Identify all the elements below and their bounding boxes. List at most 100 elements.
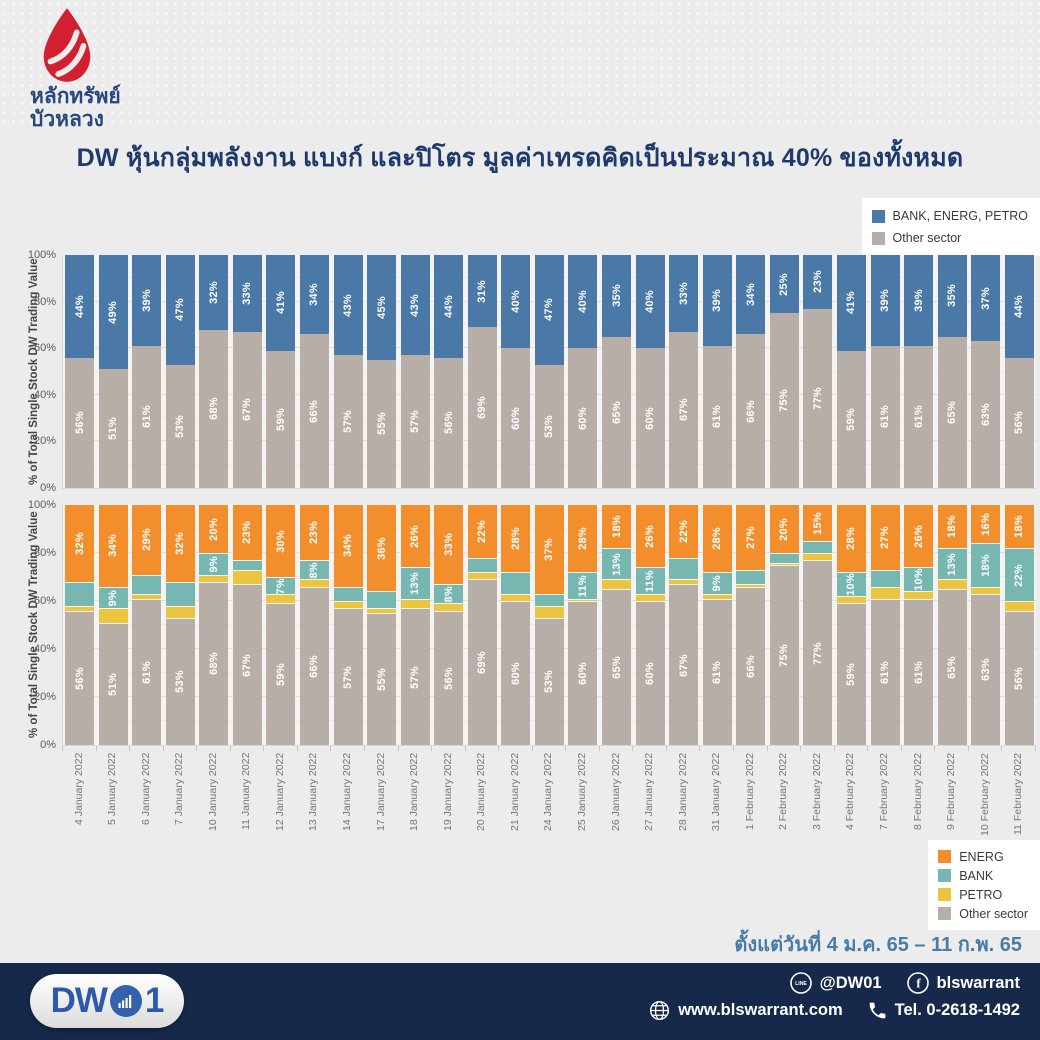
bar-segment-other-sector: 69% <box>467 579 497 745</box>
segment-label: 30% <box>274 529 287 553</box>
legend-label: BANK, ENERG, PETRO <box>892 209 1028 223</box>
bar-segment-other-sector: 59% <box>266 603 296 745</box>
bar-segment-energ: 28% <box>568 505 598 573</box>
bar: 36% 55% <box>367 505 397 745</box>
bar-segment-other-sector: 57% <box>400 355 430 488</box>
segment-label: 55% <box>375 412 388 436</box>
segment-label: 28% <box>509 527 522 551</box>
bar: 34% 66% <box>299 255 329 488</box>
bar-segment-energ: 18% <box>937 505 967 549</box>
legend-item: BANK <box>938 866 1028 885</box>
bar-segment-other-sector: 59% <box>266 350 296 488</box>
phone-icon <box>869 1002 885 1019</box>
x-axis-label: 31 January 2022 <box>710 753 723 832</box>
contact-row-social: LINE @DW01 f blswarrant <box>789 971 1020 995</box>
segment-label: 23% <box>308 521 321 545</box>
segment-label: 61% <box>879 405 891 429</box>
segment-label: 44% <box>73 294 86 318</box>
bar-segment-other-sector: 67% <box>232 584 262 745</box>
bar-segment-bank-energ-petro: 44% <box>1004 255 1034 358</box>
bar-segment-bank: 22% <box>1004 548 1034 601</box>
segment-label: 23% <box>811 270 824 294</box>
x-axis-label: 6 January 2022 <box>139 753 152 826</box>
bar: 34% 66% <box>736 255 766 488</box>
bar-segment-other-sector: 60% <box>501 348 531 488</box>
bar: 15% 77% <box>803 505 833 745</box>
bar-segment-other-sector: 60% <box>501 600 531 745</box>
segment-label: 40% <box>509 290 522 314</box>
legend-item: BANK, ENERG, PETRO <box>871 205 1028 227</box>
bar-segment-bank-energ-petro: 33% <box>669 255 699 332</box>
bar: 47% 53% <box>534 255 564 488</box>
bar: 41% 59% <box>266 255 296 488</box>
bar-segment-other-sector: 61% <box>904 345 934 488</box>
phone-number: Tel. 0-2618-1492 <box>894 1001 1020 1019</box>
segment-label: 61% <box>140 660 153 684</box>
bar: 33% 67% <box>669 255 699 488</box>
bar-segment-other-sector: 77% <box>803 560 833 745</box>
x-axis-label: 2 February 2022 <box>777 753 790 831</box>
segment-label: 34% <box>744 283 757 307</box>
segment-label: 57% <box>342 665 354 689</box>
bar-segment-bank: 8% <box>434 584 464 604</box>
segment-label: 68% <box>207 397 220 421</box>
bar-segment-energ: 26% <box>904 505 934 568</box>
segment-label: 47% <box>174 298 187 322</box>
bar-segment-other-sector: 61% <box>702 598 732 745</box>
bar: 32% 68% <box>199 255 229 488</box>
y-axis-tick: 40% <box>33 643 56 655</box>
bar-segment-bank: 11% <box>568 572 598 599</box>
bar-segment-bank: 11% <box>635 567 665 594</box>
bar-segment-bank <box>165 581 195 606</box>
x-axis-label: 17 January 2022 <box>374 753 387 832</box>
segment-label: 56% <box>1013 411 1026 435</box>
segment-label: 53% <box>543 414 556 438</box>
segment-label: 59% <box>845 407 858 431</box>
segment-label: 55% <box>375 668 388 691</box>
x-axis-label: 13 January 2022 <box>307 753 320 832</box>
bar-segment-energ: 23% <box>299 505 329 561</box>
legend-swatch-gray <box>871 231 885 245</box>
bar-segment-other-sector: 65% <box>602 336 631 488</box>
bar-segment-energ: 26% <box>635 505 665 568</box>
bar-segment-bank: 13% <box>937 548 967 580</box>
bar: 26% 10% 61% <box>904 505 934 745</box>
segment-label: 27% <box>879 525 891 549</box>
y-axis-tick: 0% <box>40 739 56 751</box>
y-axis-tick: 60% <box>33 342 56 355</box>
segment-label: 32% <box>207 280 220 304</box>
segment-label: 61% <box>879 660 891 684</box>
segment-label: 53% <box>543 670 556 694</box>
bar-segment-other-sector: 59% <box>836 603 866 745</box>
segment-label: 75% <box>778 389 791 413</box>
bar-segment-petro <box>669 579 699 585</box>
bar-segment-other-sector: 55% <box>367 612 397 745</box>
bar-segment-bank-energ-petro: 39% <box>870 255 900 346</box>
bar-segment-bank-energ-petro: 37% <box>971 255 1001 342</box>
bar-segment-other-sector: 53% <box>165 617 195 745</box>
bar-segment-bank <box>870 569 900 587</box>
bar-segment-other-sector: 67% <box>669 584 699 745</box>
bar: 22% 69% <box>467 505 497 745</box>
segment-label: 39% <box>879 288 891 312</box>
segment-label: 32% <box>174 531 187 555</box>
segment-label: 45% <box>375 295 388 319</box>
segment-label: 10% <box>845 573 858 597</box>
bar-segment-bank-energ-petro: 33% <box>232 255 262 332</box>
legend-swatch-energ <box>938 850 952 863</box>
bar-segment-bank-energ-petro: 43% <box>333 255 363 356</box>
bar-segment-other-sector: 57% <box>400 608 430 745</box>
bar-segment-energ: 22% <box>467 505 497 558</box>
bar-segment-bank-energ-petro: 40% <box>501 255 531 349</box>
segment-label: 32% <box>73 531 86 555</box>
segment-label: 56% <box>442 411 455 435</box>
bar-segment-other-sector: 57% <box>333 608 363 745</box>
segment-label: 22% <box>677 519 690 543</box>
bar-segment-petro <box>635 593 665 601</box>
bar-segment-petro <box>199 574 229 582</box>
segment-label: 61% <box>711 405 724 429</box>
segment-label: 22% <box>476 519 489 543</box>
dw01-logo-dw: DW <box>50 981 108 1020</box>
legend-item: PETRO <box>938 885 1028 904</box>
y-axis-ticks-top: 100% 80% 60% 40% 20% 0% <box>0 249 56 494</box>
